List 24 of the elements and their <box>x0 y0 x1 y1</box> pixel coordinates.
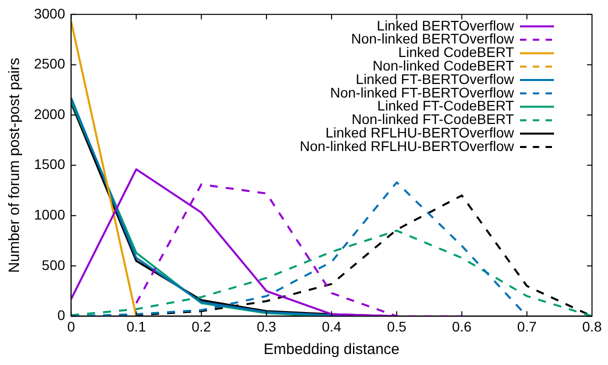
y-tick-label: 2000 <box>34 106 66 122</box>
legend-label: Non-linked BERTOverflow <box>351 30 515 47</box>
y-tick-label: 2500 <box>34 56 66 72</box>
legend-label: Linked FT-CodeBERT <box>377 98 514 114</box>
x-tick-label: 0.2 <box>192 318 212 334</box>
y-axis-title: Number of forum post-post pairs <box>6 58 24 273</box>
legend-label: Non-linked RFLHU-BERTOverflow <box>300 138 515 154</box>
x-tick-label: 0.6 <box>452 318 472 334</box>
y-tick-label: 1500 <box>34 156 66 172</box>
x-tick-label: 0 <box>67 318 76 334</box>
x-axis-title: Embedding distance <box>264 341 400 358</box>
legend-label: Non-linked FT-BERTOverflow <box>330 84 515 100</box>
y-tick-label: 500 <box>42 256 66 273</box>
y-tick-label: 0 <box>57 307 66 324</box>
x-tick-label: 0.8 <box>582 318 602 334</box>
x-tick-label: 0.5 <box>386 318 407 334</box>
x-tick-label: 0.4 <box>322 318 342 334</box>
y-tick-label: 1000 <box>34 206 66 222</box>
x-tick-label: 0.7 <box>517 318 537 334</box>
x-tick-label: 0.1 <box>126 318 146 334</box>
x-tick-label: 0.3 <box>256 318 276 334</box>
y-tick-label: 3000 <box>34 5 66 22</box>
legend-label: Linked FT-BERTOverflow <box>356 70 515 87</box>
legend-label: Linked BERTOverflow <box>376 17 515 34</box>
